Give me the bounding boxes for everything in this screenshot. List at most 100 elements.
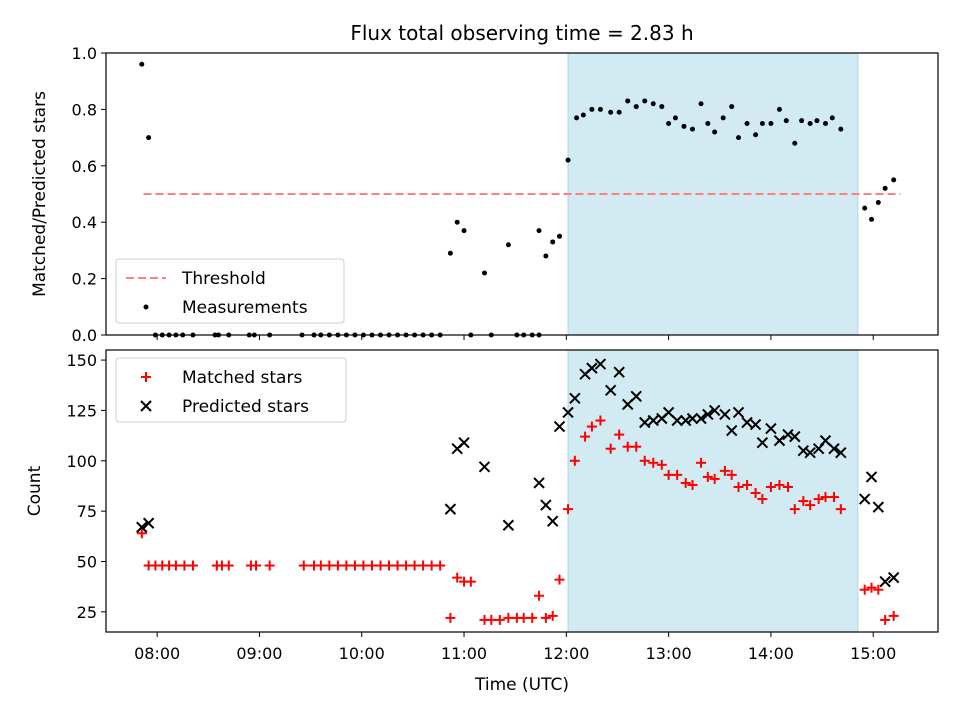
predicted-star-point — [639, 416, 651, 429]
matched-star-point — [680, 477, 691, 488]
legend-box — [115, 258, 345, 324]
predicted-star-point — [478, 461, 491, 473]
predicted-star-point — [804, 447, 816, 459]
x-stroke — [136, 521, 148, 533]
predicted-star-point — [569, 392, 581, 405]
x-stroke — [142, 517, 155, 529]
matched-star-point — [392, 560, 403, 571]
y-tick-label: 0.0 — [72, 326, 97, 345]
matched-star-point — [315, 560, 326, 571]
measurement-point — [625, 98, 631, 104]
predicted-star-point — [858, 493, 871, 505]
legend: Threshold Measurements — [115, 258, 345, 324]
x-stroke — [686, 412, 699, 425]
x-stroke — [671, 414, 683, 427]
series-1 — [136, 415, 899, 625]
predicted-star-point — [630, 390, 642, 403]
measurement-point — [543, 253, 549, 259]
y-tick-label: 125 — [66, 401, 97, 420]
matched-star-point — [223, 560, 234, 571]
measurement-point — [689, 126, 695, 132]
matched-star-point — [663, 469, 674, 480]
axes-frame — [105, 52, 939, 336]
predicted-star-point — [679, 414, 692, 427]
matched-star-point — [586, 421, 597, 432]
matched-star-point — [656, 459, 667, 470]
predicted-star-point — [835, 447, 847, 459]
measurement-point — [574, 115, 580, 121]
predicted-star-point — [594, 358, 607, 370]
measurement-point — [597, 106, 603, 112]
predicted-star-point — [756, 436, 769, 449]
x-tick-label: 14:00 — [748, 644, 794, 663]
predicted-star-point — [695, 412, 707, 425]
matched-star-point — [789, 504, 800, 515]
legend-predicted-swatch — [140, 400, 152, 412]
x-axis-label: Time (UTC) — [474, 675, 569, 695]
matched-star-point — [358, 560, 369, 571]
predicted-star-point — [136, 521, 148, 533]
matched-star-point — [445, 612, 456, 623]
x-stroke — [594, 358, 607, 370]
x-stroke — [782, 428, 794, 441]
matched-star-point — [494, 614, 505, 625]
predicted-star-point — [879, 575, 891, 588]
x-stroke — [773, 434, 786, 447]
x-stroke — [613, 366, 625, 378]
measurement-point — [829, 115, 835, 121]
y-tick-label: 0.4 — [72, 213, 97, 232]
matched-star-point — [136, 528, 147, 539]
matched-star-point — [503, 612, 514, 623]
x-stroke — [553, 420, 566, 433]
measurement-point — [882, 185, 888, 191]
x-stroke — [797, 445, 810, 457]
x-stroke — [540, 499, 552, 511]
measurement-point — [729, 104, 735, 110]
predicted-star-point — [647, 414, 659, 427]
y-tick-label: 150 — [66, 351, 97, 370]
matched-star-point — [486, 614, 497, 625]
x-stroke — [478, 461, 491, 473]
x-stroke — [630, 390, 642, 403]
measurement-point — [481, 270, 487, 276]
y-tick-label: 1.0 — [72, 44, 97, 63]
x-tick-label: 11:00 — [441, 644, 487, 663]
measurement-point — [753, 132, 759, 138]
x-tick-label: 13:00 — [646, 644, 692, 663]
matched-star-point — [452, 572, 463, 583]
measurement-point — [712, 129, 718, 135]
x-tick-label: 12:00 — [543, 644, 589, 663]
predicted-star-point — [702, 408, 714, 421]
measurement-point — [650, 101, 656, 107]
y-tick-label: 0.6 — [72, 157, 97, 176]
predicted-star-point — [604, 384, 617, 396]
predicted-star-point — [797, 445, 810, 457]
matched-star-point — [880, 614, 891, 625]
legend-label: Predicted stars — [182, 397, 309, 417]
predicted-star-point — [671, 414, 683, 427]
predicted-star-point — [553, 420, 566, 433]
measurement-point — [792, 140, 798, 146]
x-stroke — [887, 571, 900, 584]
predicted-star-point — [887, 571, 900, 584]
measurement-point — [633, 104, 639, 110]
predicted-star-point — [782, 428, 794, 441]
matched-star-point — [798, 496, 809, 507]
matched-star-point — [554, 574, 565, 585]
observing-window — [567, 349, 859, 633]
legend-label: Measurements — [182, 298, 308, 318]
predicted-star-point — [719, 408, 731, 421]
measurement-point — [822, 121, 828, 126]
matched-star-point — [580, 431, 591, 442]
legend-label: Threshold — [181, 269, 266, 289]
matched-star-point — [726, 469, 737, 480]
x-stroke — [604, 384, 617, 396]
predicted-star-point — [533, 477, 545, 489]
matched-star-point — [742, 479, 753, 490]
y-tick-label: 50 — [77, 553, 97, 572]
measurement-point — [659, 104, 665, 110]
predicted-star-point — [613, 366, 625, 378]
predicted-star-point — [458, 436, 470, 449]
x-stroke — [702, 408, 714, 421]
matched-star-point — [813, 494, 824, 505]
